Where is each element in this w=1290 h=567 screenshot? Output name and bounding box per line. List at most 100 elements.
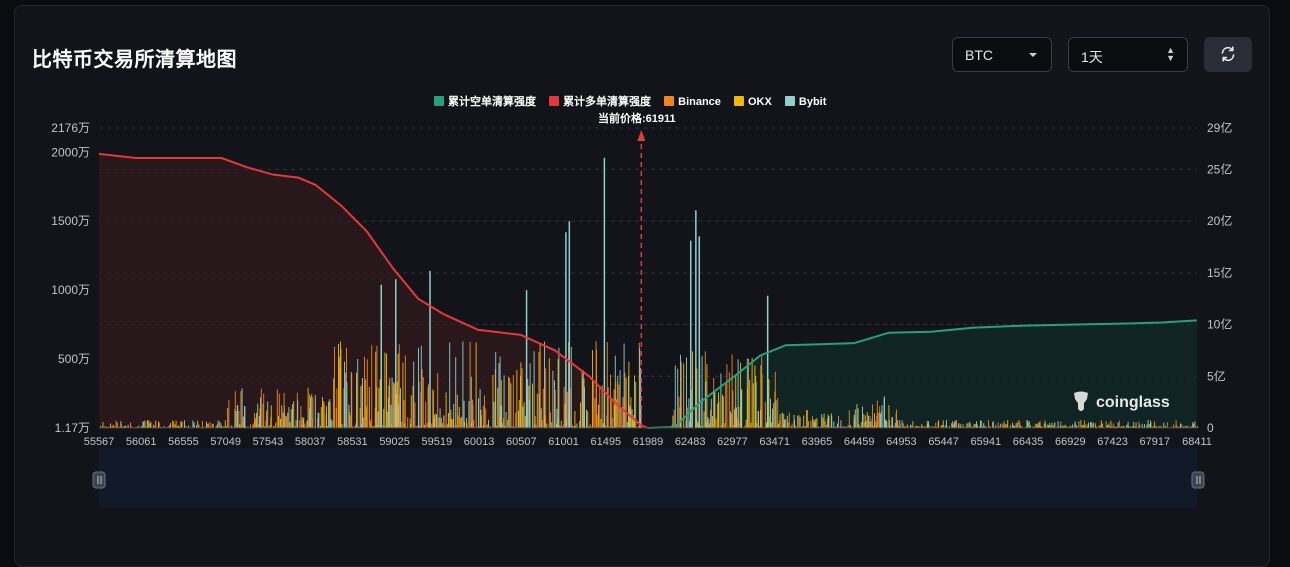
liquidation-bar: [1029, 421, 1030, 428]
liquidation-bar-peak: [565, 232, 567, 428]
liquidation-bar: [288, 407, 289, 428]
liquidation-bar: [807, 410, 808, 428]
liquidation-bar: [462, 341, 463, 428]
liquidation-bar: [282, 410, 283, 428]
liquidation-bar: [840, 420, 841, 428]
liquidation-bar: [862, 407, 863, 428]
liquidation-bar: [702, 356, 703, 428]
liquidation-bar: [449, 342, 450, 428]
liquidation-bar: [213, 424, 214, 428]
liquidation-bar: [866, 421, 867, 428]
liquidation-bar: [555, 390, 556, 428]
liquidation-bar: [1047, 425, 1048, 428]
liquidation-bar: [422, 369, 423, 428]
liquidation-bar: [753, 383, 754, 428]
liquidation-bar: [279, 394, 280, 428]
liquidation-bar: [704, 412, 705, 428]
liquidation-bar: [225, 420, 226, 428]
liquidation-bar: [863, 414, 864, 428]
liquidation-bar: [460, 418, 461, 428]
liquidation-bar: [310, 397, 311, 428]
liquidation-bar: [300, 406, 301, 428]
liquidation-bar: [516, 370, 517, 428]
liquidation-bar-peak: [690, 241, 692, 428]
liquidation-bar: [750, 423, 751, 428]
liquidation-bar: [176, 421, 177, 428]
liquidation-bar: [687, 408, 688, 428]
liquidation-bar: [624, 373, 625, 428]
liquidation-bar: [1113, 423, 1114, 428]
liquidation-bar: [532, 384, 533, 428]
liquidation-bar: [626, 378, 627, 428]
liquidation-bar: [954, 421, 955, 428]
x-tick-label: 61001: [548, 436, 579, 448]
liquidation-bar: [550, 412, 551, 428]
liquidation-bar: [574, 411, 575, 428]
y-left-tick-label: 1000万: [51, 283, 90, 297]
liquidation-bar: [773, 403, 774, 428]
liquidation-bar: [912, 421, 913, 428]
liquidation-bar: [494, 402, 495, 428]
liquidation-bar-peak: [395, 279, 397, 428]
liquidation-bar: [378, 388, 379, 428]
liquidation-bar: [261, 389, 262, 428]
zoom-handle-left: [93, 472, 105, 488]
liquidation-bar: [438, 417, 439, 428]
x-tick-label: 57543: [253, 436, 284, 448]
liquidation-bar: [202, 421, 203, 428]
liquidation-bar: [402, 363, 403, 428]
liquidation-bar: [748, 359, 749, 428]
liquidation-bar: [599, 386, 600, 428]
liquidation-bar: [584, 387, 585, 428]
liquidation-bar: [363, 417, 364, 428]
liquidation-bar: [1090, 422, 1091, 428]
liquidation-bar: [674, 410, 675, 428]
liquidation-bar: [777, 398, 778, 428]
liquidation-bar: [856, 404, 857, 428]
liquidation-bar: [551, 422, 552, 428]
liquidation-bar: [808, 421, 809, 428]
liquidation-bar: [762, 374, 763, 428]
liquidation-bar: [414, 403, 415, 428]
liquidation-bar: [1193, 424, 1194, 428]
liquidation-bar: [874, 413, 875, 428]
liquidation-bar: [612, 418, 613, 428]
liquidation-bar: [519, 400, 520, 428]
liquidation-bar: [677, 369, 678, 428]
liquidation-bar: [567, 392, 568, 428]
liquidation-bar: [458, 415, 459, 428]
liquidation-bar: [1108, 423, 1109, 428]
liquidation-bar-peak: [381, 285, 383, 428]
liquidation-bar: [825, 421, 826, 428]
liquidation-bar-peak: [604, 158, 606, 428]
liquidation-bar: [376, 346, 377, 428]
liquidation-bar: [1142, 424, 1143, 428]
liquidation-bar: [882, 405, 883, 428]
liquidation-bar: [207, 424, 208, 428]
liquidation-bar: [741, 389, 742, 428]
liquidation-bar: [943, 421, 944, 428]
liquidation-bar: [350, 415, 351, 428]
liquidation-bar: [387, 412, 388, 428]
liquidation-bar: [1101, 420, 1102, 428]
liquidation-bar: [527, 379, 528, 428]
liquidation-bar: [441, 418, 442, 428]
liquidation-bar: [776, 400, 777, 428]
liquidation-bar: [468, 401, 469, 428]
liquidation-bar: [1088, 423, 1089, 428]
liquidation-bar: [1054, 423, 1055, 428]
y-right-tick-label: 29亿: [1207, 120, 1232, 135]
x-tick-label: 63471: [759, 436, 790, 448]
liquidation-bar: [102, 422, 103, 428]
liquidation-bar: [497, 388, 498, 428]
x-tick-label: 57049: [210, 436, 241, 448]
x-tick-label: 58531: [337, 436, 368, 448]
x-tick-label: 58037: [295, 436, 326, 448]
liquidation-bar: [522, 407, 523, 428]
liquidation-bar: [400, 388, 401, 428]
liquidation-bar: [150, 422, 151, 428]
liquidation-bar: [822, 418, 823, 428]
liquidation-bar: [983, 423, 984, 428]
liquidation-bar: [336, 388, 337, 428]
liquidation-bar: [236, 411, 237, 428]
